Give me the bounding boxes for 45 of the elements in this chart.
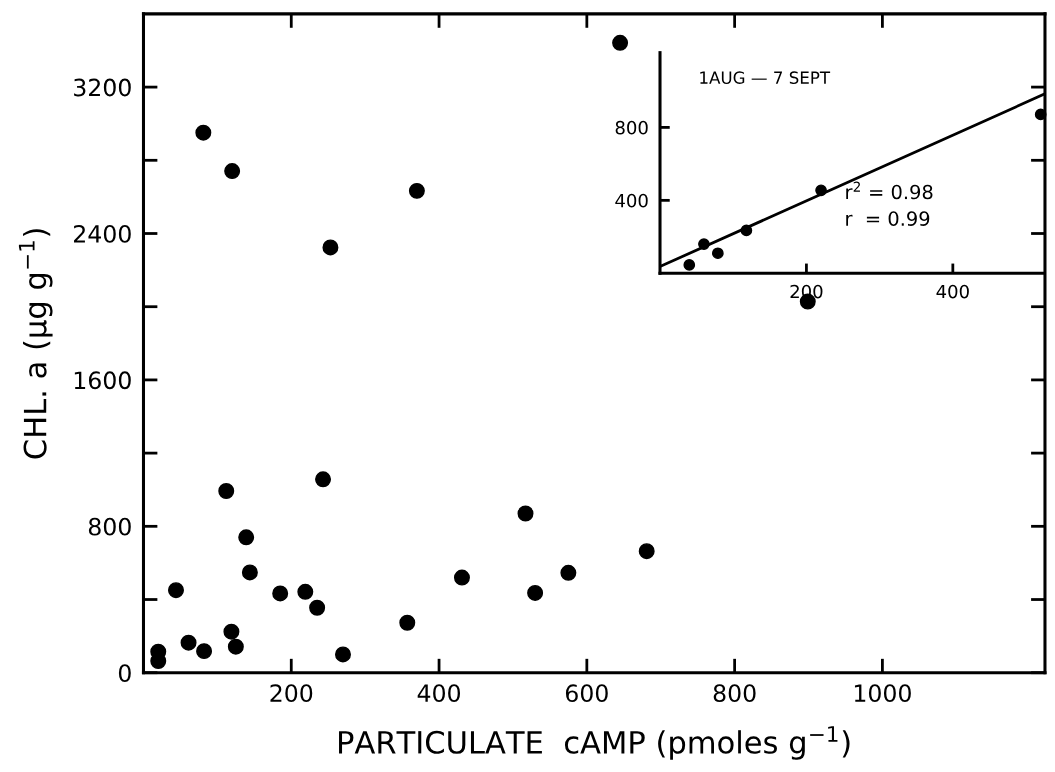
x-axis-title: PARTICULATE cAMP (pmoles g$^{−1}$) (339, 726, 850, 760)
point (322, 239, 339, 256)
point (241, 564, 258, 581)
y-tick-label: 1600 (74, 371, 131, 390)
point (309, 599, 326, 616)
point (399, 614, 416, 631)
point (224, 163, 241, 180)
point (272, 585, 289, 602)
point (227, 638, 244, 655)
point (517, 505, 534, 522)
point (638, 543, 655, 560)
y-tick-label: 3200 (74, 78, 131, 97)
point (560, 564, 577, 581)
point (527, 584, 544, 601)
annotation: r = 0.99 (846, 211, 930, 226)
point (180, 634, 197, 651)
point (698, 238, 710, 250)
point (195, 124, 212, 141)
point (1034, 108, 1047, 121)
point (297, 583, 314, 600)
x-tick-label: 800 (713, 684, 756, 703)
point (238, 529, 255, 546)
point (223, 623, 240, 640)
y-tick-label: 800 (88, 517, 131, 536)
point (612, 34, 629, 51)
point (711, 247, 724, 260)
y-axis-title: CHL. a (μg g$^{−1}$) (18, 229, 53, 459)
point (196, 643, 213, 660)
x-tick-label: 600 (565, 684, 608, 703)
y-tick-label: 0 (118, 664, 131, 683)
point (683, 259, 696, 271)
point (315, 471, 332, 488)
point (218, 483, 235, 499)
x-tick-label: 1000 (854, 684, 911, 703)
x-tick-label: 200 (270, 684, 313, 703)
point (815, 184, 827, 197)
point (453, 569, 470, 586)
point (335, 646, 351, 663)
annotation: r$^{2}$ = 0.98 (846, 181, 933, 200)
x-tick-label: 400 (417, 684, 461, 703)
point (740, 224, 753, 237)
point (408, 182, 425, 199)
annotation: 1AUG — 7 SEPT (700, 71, 831, 84)
point (168, 582, 184, 599)
y-tick-label: 2400 (74, 224, 131, 243)
